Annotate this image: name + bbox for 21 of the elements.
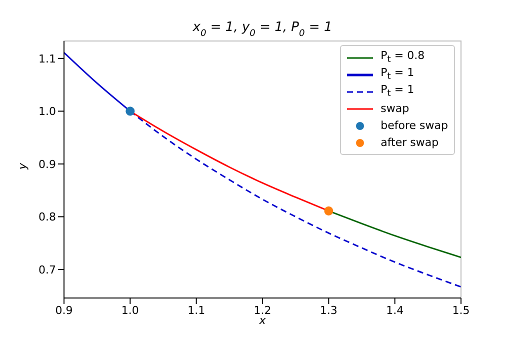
x-tick-label: 1.4 bbox=[386, 304, 404, 317]
legend-label: before swap bbox=[380, 119, 448, 132]
y-tick-label: 0.7 bbox=[38, 263, 56, 276]
y-tick-label: 1.0 bbox=[38, 105, 56, 118]
x-tick-label: 1.3 bbox=[320, 304, 338, 317]
x-tick-label: 1.5 bbox=[452, 304, 470, 317]
x-tick-label: 1.0 bbox=[121, 304, 139, 317]
legend-label: after swap bbox=[380, 136, 439, 149]
x-tick-label: 1.2 bbox=[254, 304, 272, 317]
x-axis-title: x bbox=[258, 314, 266, 327]
legend-label: P$_{t}$ = 1 bbox=[380, 83, 414, 100]
legend-label: P$_{t}$ = 0.8 bbox=[380, 49, 425, 66]
chart-title: x$_{0}$ = 1, y$_{0}$ = 1, P$_{0}$ = 1 bbox=[192, 20, 332, 39]
y-tick-label: 0.8 bbox=[38, 210, 56, 224]
y-tick-label: 1.1 bbox=[38, 52, 56, 66]
legend-label: swap bbox=[380, 102, 410, 115]
y-axis-title: y bbox=[16, 162, 29, 170]
x-tick-label: 1.1 bbox=[188, 304, 206, 317]
x-tick-label: 0.9 bbox=[55, 304, 73, 317]
y-tick-label: 0.9 bbox=[38, 158, 56, 171]
legend-label: P$_{t}$ = 1 bbox=[380, 66, 414, 83]
